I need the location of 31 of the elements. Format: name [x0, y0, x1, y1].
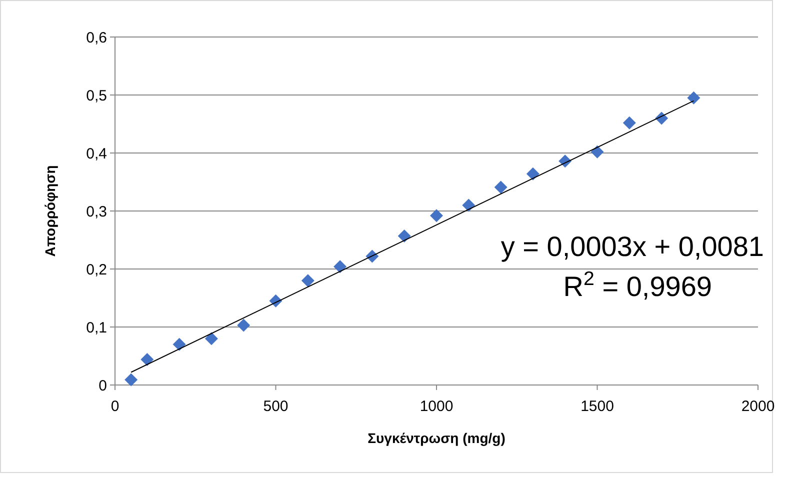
y-tick-label: 0,5 [86, 87, 107, 104]
x-tick-label: 2000 [741, 398, 775, 415]
point [398, 229, 411, 242]
y-tick-label: 0,2 [86, 261, 107, 278]
annotation: R$^{2}$ = 0,9969 [563, 268, 712, 302]
point [687, 91, 700, 104]
point [494, 180, 508, 194]
point [124, 373, 138, 386]
x-axis-title: Συγκέντρωση (mg/g) [368, 430, 506, 446]
x-tick-label: 1000 [420, 398, 454, 415]
point [237, 318, 250, 332]
point [590, 145, 604, 158]
annotation: y = 0,0003x + 0,0081 [500, 231, 764, 262]
point [301, 274, 314, 288]
x-tick-label: 1500 [580, 398, 614, 415]
point [140, 352, 154, 366]
point [172, 338, 186, 351]
y-tick-label: 0,6 [86, 29, 107, 46]
y-axis-title: Απορρόφηση [42, 165, 58, 257]
point [526, 167, 540, 180]
x-tick-label: 0 [110, 398, 120, 415]
point [204, 332, 218, 346]
y-tick-label: 0,4 [86, 145, 107, 162]
point [430, 209, 443, 222]
point [622, 116, 636, 130]
point [334, 260, 347, 274]
point [462, 198, 476, 212]
y-tick-label: 0 [98, 377, 107, 394]
x-tick-label: 500 [263, 398, 288, 415]
y-tick-label: 0,1 [86, 319, 107, 336]
y-tick-label: 0,3 [86, 203, 107, 220]
